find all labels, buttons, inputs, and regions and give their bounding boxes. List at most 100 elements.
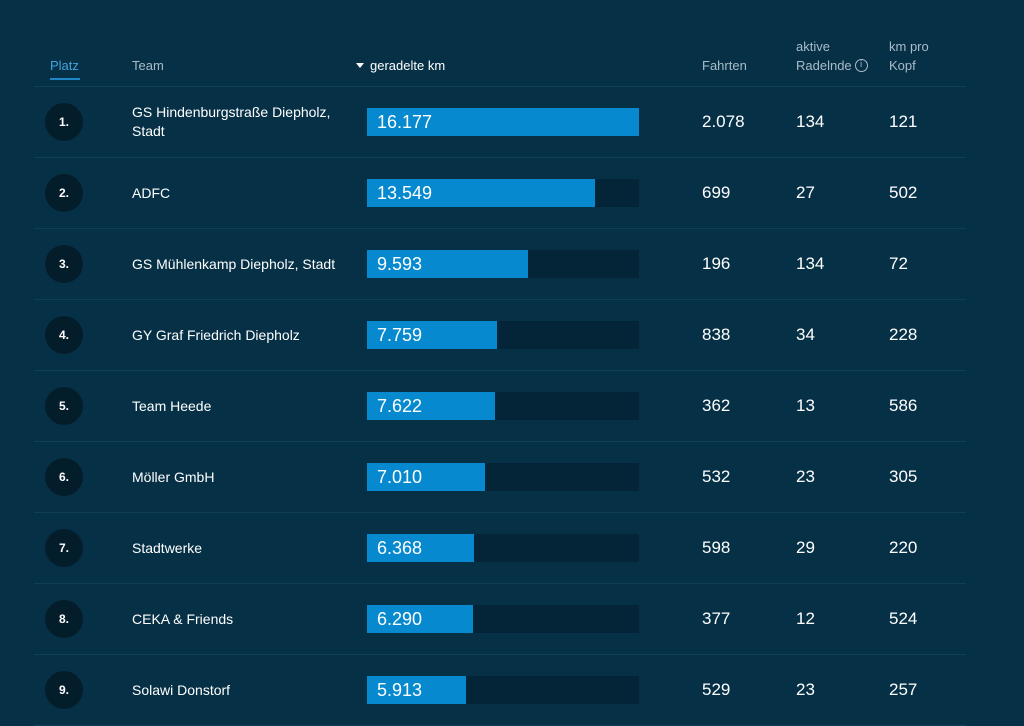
km-pro-kopf-value: 228 bbox=[889, 325, 918, 344]
rank-badge: 3. bbox=[45, 245, 83, 283]
team-name-label: GS Mühlenkamp Diepholz, Stadt bbox=[132, 255, 336, 272]
team-name[interactable]: GS Mühlenkamp Diepholz, Stadt bbox=[132, 229, 342, 299]
team-name-label: Stadtwerke bbox=[132, 539, 203, 556]
column-header-km-pro-kopf[interactable]: km pro Kopf bbox=[889, 37, 929, 75]
km-bar-fill bbox=[367, 676, 466, 704]
fahrten-value: 529 bbox=[702, 680, 731, 699]
team-name[interactable]: Team Heede bbox=[132, 371, 342, 441]
team-name-label: ADFC bbox=[132, 184, 171, 201]
km-value: 6.368 bbox=[377, 538, 423, 558]
km-bar-track: 7.010 bbox=[367, 463, 639, 491]
km-value: 5.913 bbox=[377, 680, 423, 700]
table-row[interactable]: 5. Team Heede 7.622 362 13 586 bbox=[34, 371, 966, 442]
info-icon[interactable]: i bbox=[854, 59, 868, 73]
km-pro-kopf-value: 220 bbox=[889, 538, 918, 557]
km-bar-track: 7.759 bbox=[367, 321, 639, 349]
km-bar-fill bbox=[367, 250, 528, 278]
team-name-label: GY Graf Friedrich Diepholz bbox=[132, 326, 300, 343]
aktive-radelnde-value: 23 bbox=[796, 680, 815, 699]
aktive-radelnde-value: 23 bbox=[796, 467, 815, 486]
table-row[interactable]: 9. Solawi Donstorf 5.913 529 23 257 bbox=[34, 655, 966, 726]
table-row[interactable]: 3. GS Mühlenkamp Diepholz, Stadt 9.593 196 1… bbox=[34, 229, 966, 300]
aktive-radelnde-value: 12 bbox=[796, 609, 815, 628]
team-name[interactable]: GS Hindenburgstraße Diepholz, Stadt bbox=[132, 87, 342, 157]
km-pro-kopf-value: 586 bbox=[889, 396, 918, 415]
table-row[interactable]: 1. GS Hindenburgstraße Diepholz, Stadt 16.… bbox=[34, 87, 966, 158]
km-bar-fill bbox=[367, 534, 474, 562]
km-pro-kopf-value: 121 bbox=[889, 112, 918, 131]
km-bar-track: 9.593 bbox=[367, 250, 639, 278]
sort-descending-icon bbox=[356, 63, 364, 69]
team-name-label: Solawi Donstorf bbox=[132, 681, 231, 698]
team-name-label: Team Heede bbox=[132, 397, 212, 414]
km-pro-kopf-value: 72 bbox=[889, 254, 908, 273]
fahrten-value: 532 bbox=[702, 467, 731, 486]
aktive-radelnde-value: 134 bbox=[796, 254, 825, 273]
column-header-kopf-line1: km pro bbox=[889, 39, 929, 54]
team-name-label: Möller GmbH bbox=[132, 468, 215, 485]
active-column-indicator bbox=[50, 78, 80, 80]
column-header-fahrten[interactable]: Fahrten bbox=[702, 58, 747, 73]
km-bar-fill bbox=[367, 179, 595, 207]
km-value: 6.290 bbox=[377, 609, 423, 629]
km-value: 13.549 bbox=[377, 183, 433, 203]
km-pro-kopf-value: 257 bbox=[889, 680, 918, 699]
table-row[interactable]: 4. GY Graf Friedrich Diepholz 7.759 838 34 22… bbox=[34, 300, 966, 371]
km-pro-kopf-value: 502 bbox=[889, 183, 918, 202]
rank-badge: 1. bbox=[45, 103, 83, 141]
column-header-aktive-line2: Radelnde bbox=[796, 58, 852, 73]
column-header-team[interactable]: Team bbox=[132, 58, 164, 73]
km-bar-fill bbox=[367, 463, 485, 491]
column-header-kopf-line2: Kopf bbox=[889, 58, 916, 73]
km-pro-kopf-value: 305 bbox=[889, 467, 918, 486]
team-name-label: GS Hindenburgstraße Diepholz, Stadt bbox=[132, 104, 331, 139]
column-header-km[interactable]: geradelte km bbox=[356, 56, 445, 75]
rank-badge: 7. bbox=[45, 529, 83, 567]
team-name[interactable]: Solawi Donstorf bbox=[132, 655, 342, 725]
km-bar-track: 6.290 bbox=[367, 605, 639, 633]
km-bar-fill bbox=[367, 605, 473, 633]
km-bar-fill bbox=[367, 392, 495, 420]
table-row[interactable]: 2. ADFC 13.549 699 27 502 bbox=[34, 158, 966, 229]
fahrten-value: 362 bbox=[702, 396, 731, 415]
leaderboard-table: Platz Team geradelte km Fahrten aktive R… bbox=[34, 0, 966, 726]
team-name[interactable]: Stadtwerke bbox=[132, 513, 342, 583]
rank-badge: 4. bbox=[45, 316, 83, 354]
team-name-label: CEKA & Friends bbox=[132, 610, 234, 627]
aktive-radelnde-value: 29 bbox=[796, 538, 815, 557]
column-header-platz[interactable]: Platz bbox=[50, 58, 79, 73]
rank-badge: 6. bbox=[45, 458, 83, 496]
rank-badge: 5. bbox=[45, 387, 83, 425]
aktive-radelnde-value: 27 bbox=[796, 183, 815, 202]
team-name[interactable]: CEKA & Friends bbox=[132, 584, 342, 654]
table-body: 1. GS Hindenburgstraße Diepholz, Stadt 16.… bbox=[34, 87, 966, 726]
km-bar-track: 5.913 bbox=[367, 676, 639, 704]
km-bar-track: 13.549 bbox=[367, 179, 639, 207]
km-value: 7.622 bbox=[377, 396, 423, 416]
table-row[interactable]: 6. Möller GmbH 7.010 532 23 305 bbox=[34, 442, 966, 513]
rank-badge: 2. bbox=[45, 174, 83, 212]
table-row[interactable]: 7. Stadtwerke 6.368 598 29 220 bbox=[34, 513, 966, 584]
fahrten-value: 377 bbox=[702, 609, 731, 628]
team-name[interactable]: GY Graf Friedrich Diepholz bbox=[132, 300, 342, 370]
km-bar-track: 16.177 bbox=[367, 108, 639, 136]
km-value: 16.177 bbox=[377, 112, 433, 132]
km-pro-kopf-value: 524 bbox=[889, 609, 918, 628]
rank-badge: 9. bbox=[45, 671, 83, 709]
km-bar-fill bbox=[367, 108, 639, 136]
rank-badge: 8. bbox=[45, 600, 83, 638]
table-row[interactable]: 8. CEKA & Friends 6.290 377 12 524 bbox=[34, 584, 966, 655]
aktive-radelnde-value: 134 bbox=[796, 112, 825, 131]
fahrten-value: 196 bbox=[702, 254, 731, 273]
team-name[interactable]: Möller GmbH bbox=[132, 442, 342, 512]
km-value: 7.759 bbox=[377, 325, 423, 345]
km-bar-track: 7.622 bbox=[367, 392, 639, 420]
fahrten-value: 598 bbox=[702, 538, 731, 557]
fahrten-value: 2.078 bbox=[702, 112, 745, 131]
km-value: 7.010 bbox=[377, 467, 423, 487]
aktive-radelnde-value: 34 bbox=[796, 325, 815, 344]
column-header-km-label: geradelte km bbox=[370, 58, 446, 73]
column-header-aktive-radelnde[interactable]: aktive Radelnde i bbox=[796, 37, 868, 75]
fahrten-value: 699 bbox=[702, 183, 731, 202]
team-name[interactable]: ADFC bbox=[132, 158, 342, 228]
